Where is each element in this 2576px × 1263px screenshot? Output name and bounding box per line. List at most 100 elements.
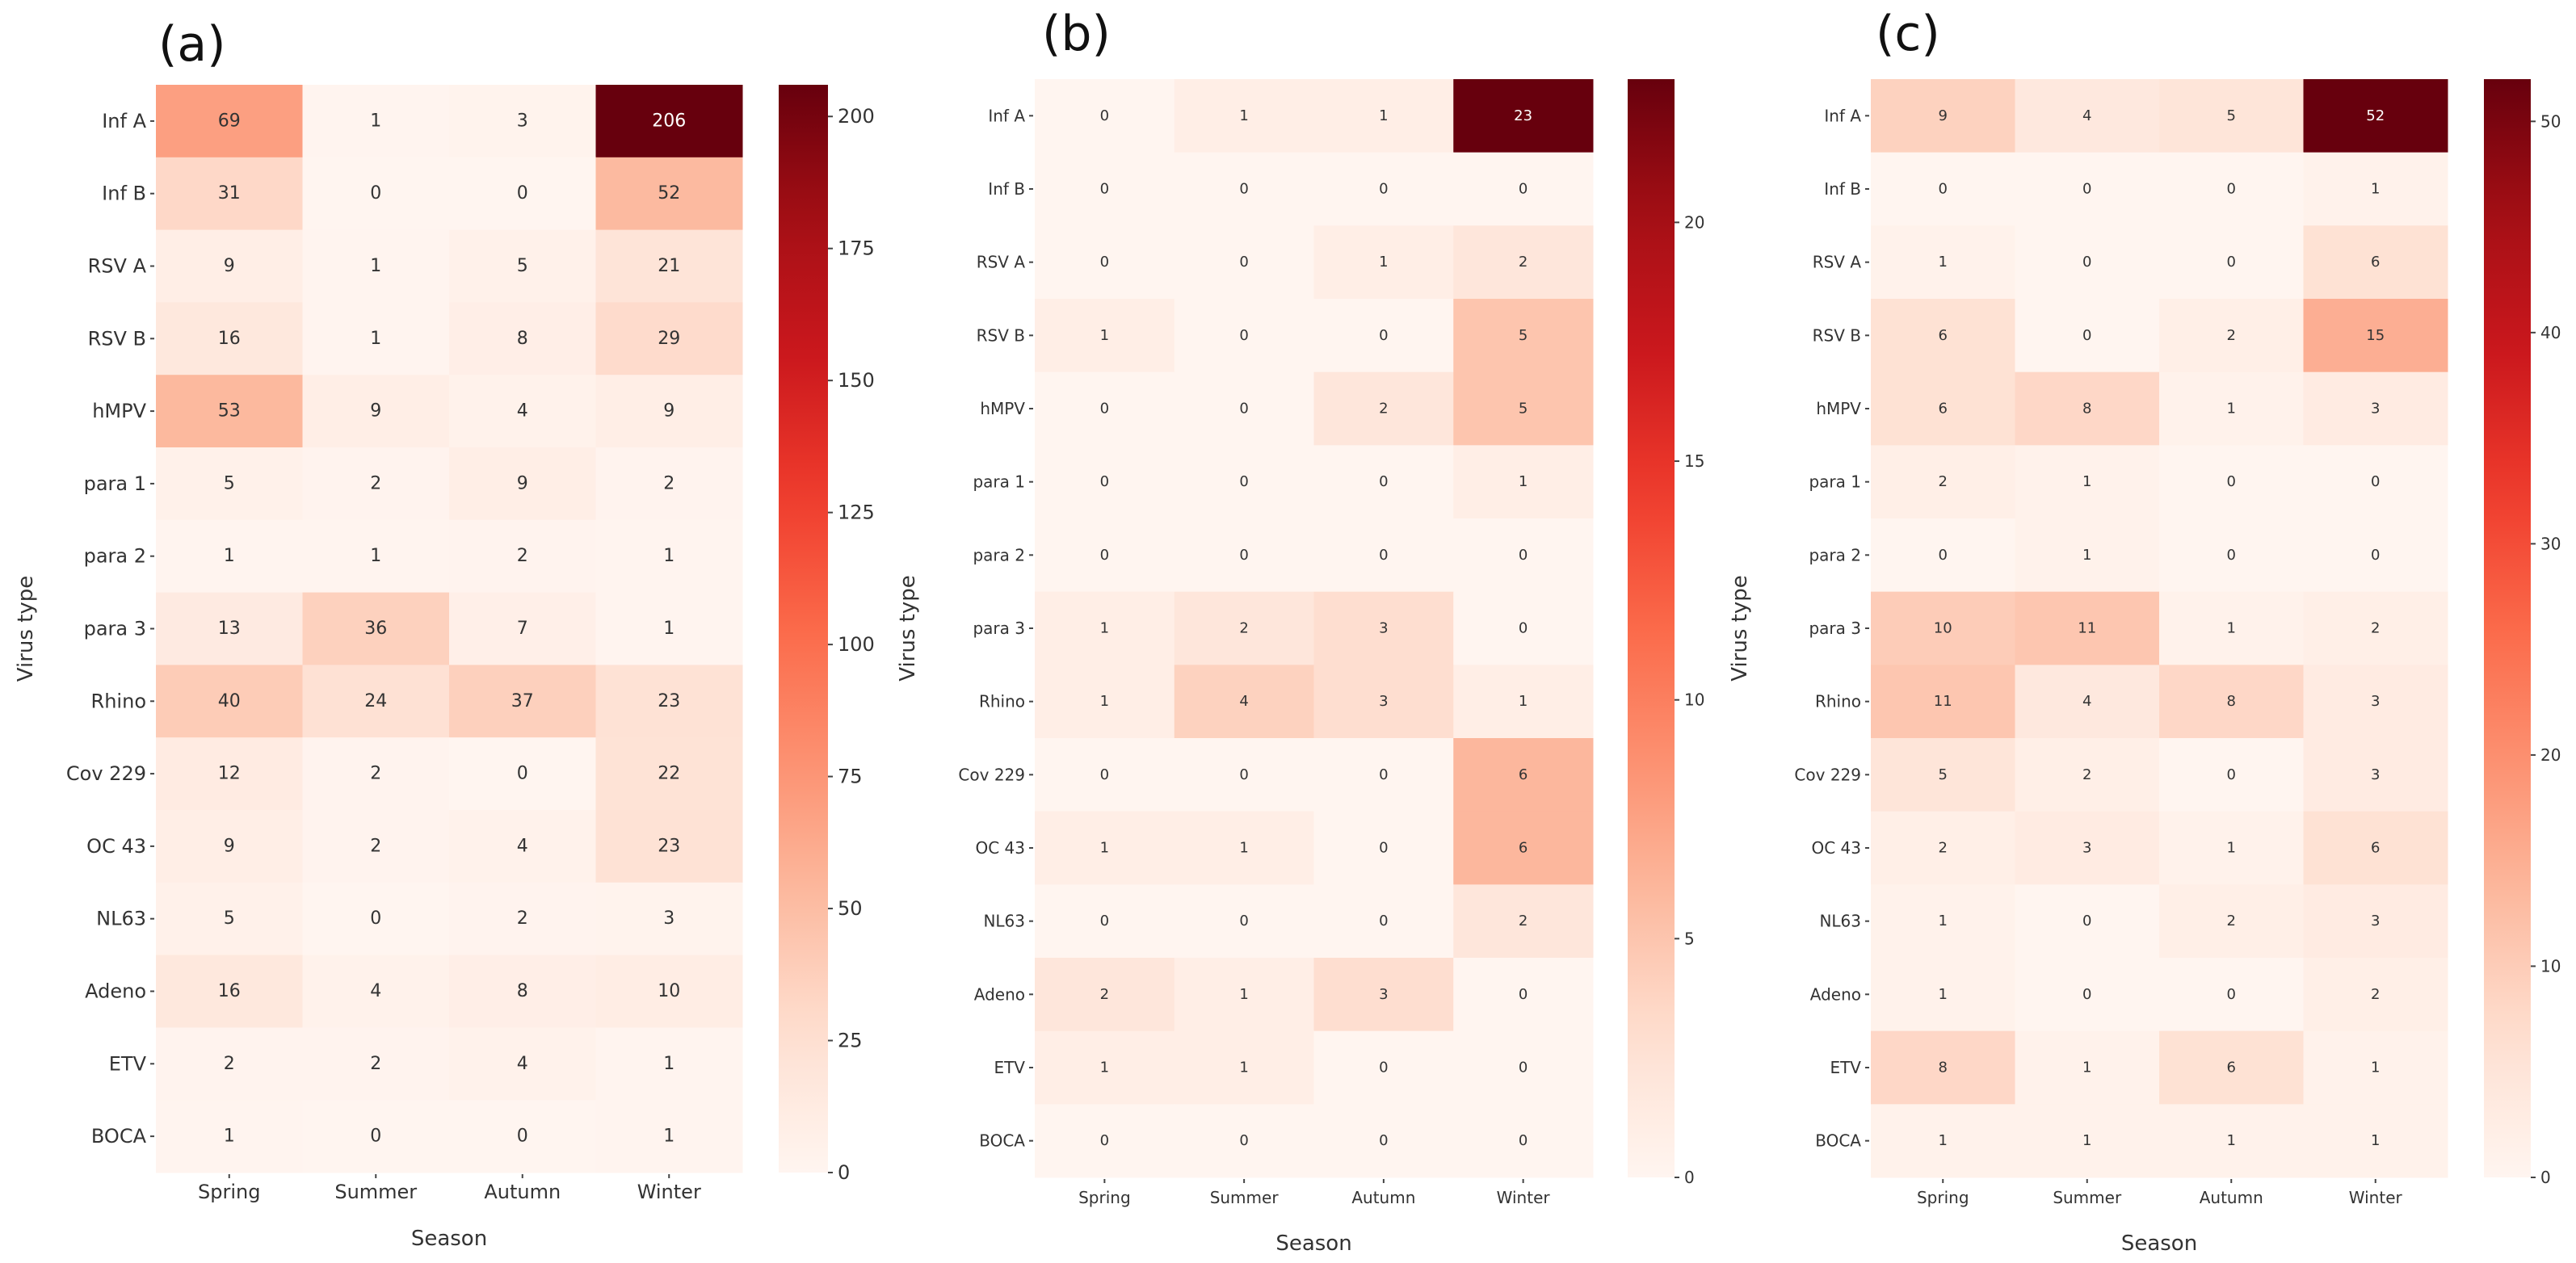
heatmap-cell — [1871, 79, 2015, 153]
heatmap-cell — [1174, 1104, 1314, 1178]
cell-value-label: 1 — [663, 1127, 674, 1147]
cell-value-label: 12 — [218, 764, 241, 784]
heatmap-cell — [2159, 811, 2304, 885]
cell-value-label: 0 — [1379, 181, 1388, 198]
y-tick-label: para 3 — [1809, 619, 1861, 638]
heatmap-cell — [2303, 811, 2448, 885]
heatmap-cell — [1871, 225, 2015, 300]
heatmap-cell — [1313, 445, 1454, 519]
heatmap-cell — [302, 302, 450, 376]
cell-value-label: 6 — [1939, 327, 1948, 344]
cell-value-label: 1 — [2227, 620, 2236, 637]
x-tick-label: Summer — [2053, 1188, 2122, 1207]
cell-value-label: 16 — [218, 981, 241, 1001]
heatmap-cell — [1453, 445, 1594, 519]
cell-value-label: 1 — [1379, 107, 1388, 124]
y-tick-label: para 1 — [973, 472, 1025, 492]
cell-value-label: 2 — [2371, 986, 2380, 1003]
colorbar-tick-label: 40 — [2540, 323, 2561, 342]
cell-value-label: 1 — [2371, 181, 2380, 198]
cell-value-label: 3 — [1379, 986, 1388, 1003]
cell-value-label: 23 — [1514, 107, 1532, 124]
heatmap-cell — [2015, 79, 2160, 153]
cell-value-label: 0 — [1239, 913, 1248, 929]
heatmap-cell — [2303, 299, 2448, 373]
cell-value-label: 1 — [1100, 620, 1109, 637]
cell-value-label: 69 — [218, 111, 241, 131]
heatmap-cell — [2159, 518, 2304, 593]
cell-value-label: 1 — [1939, 254, 1948, 271]
y-tick-label: para 1 — [84, 472, 146, 495]
cell-value-label: 13 — [218, 619, 241, 639]
cell-value-label: 3 — [1379, 693, 1388, 710]
x-tick-label: Autumn — [484, 1181, 561, 1203]
cell-value-label: 3 — [2082, 840, 2091, 857]
heatmap-cell — [1313, 884, 1454, 959]
colorbar-tick-label: 10 — [1684, 690, 1704, 710]
cell-value-label: 0 — [1100, 1132, 1109, 1149]
heatmap-cell — [595, 447, 743, 521]
heatmap-cell — [156, 1100, 303, 1173]
cell-value-label: 0 — [1100, 766, 1109, 783]
cell-value-label: 3 — [663, 908, 674, 929]
cell-value-label: 0 — [1239, 254, 1248, 271]
colorbar — [1628, 79, 1675, 1177]
colorbar-tick-label: 30 — [2540, 534, 2561, 553]
cell-value-label: 0 — [1519, 1059, 1528, 1076]
colorbar-tick-label: 10 — [2540, 956, 2561, 976]
cell-value-label: 0 — [1100, 181, 1109, 198]
heatmap-cell — [156, 737, 303, 811]
heatmap-cell — [156, 375, 303, 448]
heatmap-cell — [2159, 445, 2304, 519]
cell-value-label: 0 — [2227, 547, 2236, 564]
heatmap-cell — [1453, 1104, 1594, 1178]
cell-value-label: 0 — [2227, 766, 2236, 783]
heatmap-cell — [1174, 591, 1314, 665]
cell-value-label: 21 — [658, 256, 680, 276]
y-tick-label: RSV B — [977, 325, 1025, 345]
cell-value-label: 10 — [658, 981, 680, 1001]
cell-value-label: 2 — [1379, 401, 1388, 418]
y-tick-label: para 2 — [1809, 545, 1861, 564]
cell-value-label: 0 — [1379, 1059, 1388, 1076]
heatmap-cell — [156, 955, 303, 1028]
cell-value-label: 6 — [2371, 840, 2380, 857]
cell-value-label: 2 — [517, 546, 528, 566]
y-tick-label: para 3 — [84, 618, 146, 640]
y-tick-label: ETV — [109, 1052, 147, 1075]
heatmap-cell — [1174, 884, 1314, 959]
cell-value-label: 0 — [2082, 181, 2091, 198]
y-tick-label: Adeno — [974, 984, 1025, 1004]
cell-value-label: 9 — [370, 401, 381, 422]
colorbar-tick-label: 0 — [838, 1161, 850, 1184]
colorbar-tick-label: 25 — [838, 1030, 863, 1052]
heatmap-cell — [2303, 665, 2448, 739]
cell-value-label: 3 — [1379, 620, 1388, 637]
heatmap-cell — [1871, 665, 2015, 739]
cell-value-label: 8 — [2227, 693, 2236, 710]
y-tick-label: hMPV — [980, 399, 1025, 418]
cell-value-label: 1 — [2227, 1132, 2236, 1149]
cell-value-label: 0 — [1519, 181, 1528, 198]
cell-value-label: 8 — [2082, 401, 2091, 418]
cell-value-label: 0 — [1239, 473, 1248, 490]
cell-value-label: 2 — [2371, 620, 2380, 637]
cell-value-label: 5 — [1519, 401, 1528, 418]
colorbar-tick-label: 175 — [838, 237, 875, 260]
heatmap-cell — [1174, 445, 1314, 519]
cell-value-label: 1 — [1100, 840, 1109, 857]
heatmap-cell — [2015, 445, 2160, 519]
colorbar-tick-label: 125 — [838, 501, 875, 524]
cell-value-label: 2 — [1519, 913, 1528, 929]
heatmap-cell — [2303, 591, 2448, 665]
heatmap-cell — [1871, 811, 2015, 885]
heatmap-cell — [156, 519, 303, 594]
cell-value-label: 4 — [517, 836, 528, 856]
heatmap-cell — [2015, 665, 2160, 739]
heatmap-cell — [1035, 299, 1175, 373]
cell-value-label: 1 — [2082, 473, 2091, 490]
heatmap-cell — [1313, 371, 1454, 446]
heatmap-cell — [1174, 152, 1314, 226]
cell-value-label: 0 — [2082, 327, 2091, 344]
cell-value-label: 5 — [1519, 327, 1528, 344]
